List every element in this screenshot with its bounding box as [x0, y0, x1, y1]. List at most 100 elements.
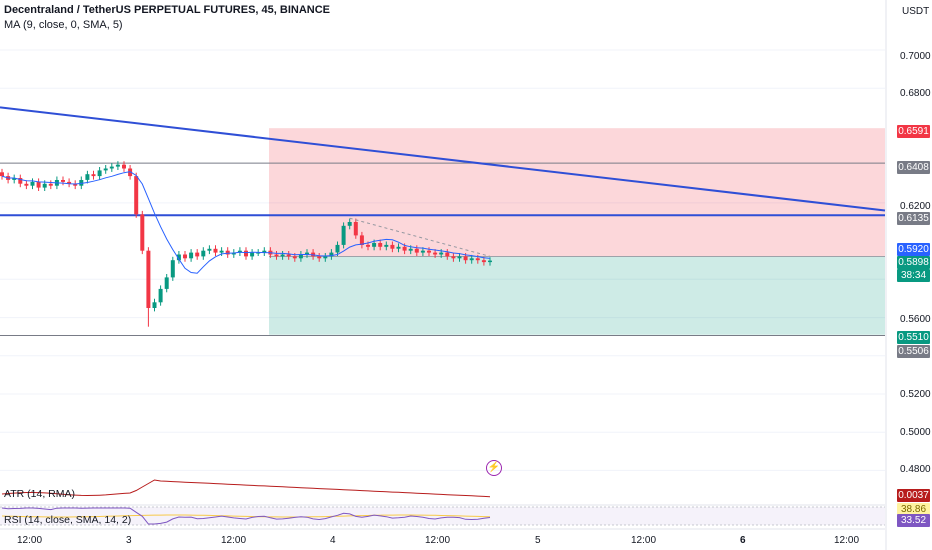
candle-body [469, 258, 474, 261]
time-label: 12:00 [631, 535, 657, 546]
stop-price-tag: 0.6591 [897, 125, 930, 138]
ma-path [1, 171, 491, 274]
candle-body [408, 248, 413, 251]
candle-body [244, 250, 248, 257]
ma-line [1, 171, 491, 274]
candle-body [176, 254, 181, 261]
candle-body [237, 250, 242, 253]
time-label: 12:00 [221, 535, 247, 546]
flash-icon[interactable]: ⚡ [486, 460, 502, 476]
rsi-value-tag: 33.52 [897, 514, 930, 527]
candle-body [158, 288, 163, 303]
rsi-label[interactable]: RSI (14, close, SMA, 14, 2) [4, 514, 132, 526]
price-tick: 0.7000 [900, 51, 931, 62]
descending-trendline [0, 106, 886, 212]
candle-body [372, 243, 377, 247]
target-zone [269, 256, 885, 335]
candle-body [402, 246, 407, 251]
resistance-tag: 0.6135 [897, 212, 930, 225]
projection-line [349, 217, 491, 257]
time-label: 12:00 [17, 535, 43, 546]
candle-body [213, 248, 218, 253]
candle-body [67, 181, 72, 184]
candle-body [433, 252, 438, 255]
rsi-ma-tag: 38.86 [897, 503, 930, 516]
horizontal-levels[interactable] [0, 162, 885, 337]
atr-path [1, 479, 491, 498]
level-bottom-tag: 0.5506 [897, 345, 930, 358]
candle-body [384, 244, 389, 247]
price-tick: 0.6200 [900, 201, 931, 212]
rsi-pane [0, 506, 885, 526]
candle-body [390, 244, 395, 249]
price-tick: 0.4800 [900, 464, 931, 475]
candle-body [140, 214, 145, 251]
candle-body [445, 252, 450, 257]
candle-body [30, 181, 35, 186]
time-label: 3 [126, 535, 132, 546]
level-top-tag: 0.6408 [897, 161, 930, 174]
candle-body [347, 222, 352, 226]
candle-body [427, 250, 431, 253]
candle-body [207, 248, 212, 251]
ma-legend[interactable]: MA (9, close, 0, SMA, 5) [4, 19, 123, 31]
candle-body [366, 244, 370, 247]
candle-body [274, 254, 279, 257]
time-label: 12:00 [834, 535, 860, 546]
candle-body [231, 252, 236, 255]
position-zones[interactable] [269, 128, 885, 335]
atr-pane [0, 479, 885, 506]
candle-body [317, 256, 322, 259]
symbol-legend[interactable]: Decentraland / TetherUS PERPETUAL FUTURE… [4, 4, 330, 16]
candle-body [292, 256, 297, 259]
entry-price-tag: 0.5920 [897, 243, 930, 256]
candle-body [353, 222, 358, 236]
candle-body [335, 244, 340, 253]
candle-body [280, 254, 285, 257]
candle-body [42, 183, 47, 188]
candle-body [73, 183, 78, 186]
rsi-ma-path [1, 514, 491, 518]
candle-body [24, 183, 29, 186]
candle-body [475, 258, 480, 261]
candle-body [256, 252, 261, 254]
time-label: 5 [535, 535, 541, 546]
candle-body [329, 252, 334, 257]
candle-body [170, 260, 175, 278]
candle-body [122, 164, 126, 169]
candle-body [103, 168, 108, 171]
price-tick: 0.6800 [900, 88, 931, 99]
candle-body [414, 248, 419, 253]
countdown-tag: 38:34 [897, 269, 930, 282]
price-tick: 0.5200 [900, 389, 931, 400]
target-price-tag: 0.5510 [897, 331, 930, 344]
currency-label: USDT [902, 6, 930, 17]
candle-body [109, 166, 114, 169]
candle-body [305, 252, 309, 255]
time-label: 4 [330, 535, 336, 546]
last-price-tag: 0.5898 [897, 256, 930, 269]
time-label: 6 [740, 535, 746, 546]
atr-label[interactable]: ATR (14, RMA) [4, 488, 75, 500]
candle-body [12, 178, 17, 180]
candle-body [85, 174, 90, 180]
candle-body [359, 235, 364, 245]
candle-body [152, 302, 157, 308]
candle-body [97, 170, 102, 177]
candle-body [396, 246, 401, 249]
candle-body [115, 164, 120, 167]
atr-value-tag: 0.0037 [897, 489, 930, 502]
candle-body [439, 252, 444, 255]
candle-body [0, 172, 4, 177]
candle-body [61, 180, 65, 182]
candle-body [79, 180, 84, 186]
price-tick: 0.5000 [900, 427, 931, 438]
candle-body [134, 176, 139, 215]
candle-body [286, 254, 291, 257]
stop-zone [269, 128, 885, 257]
candle-body [164, 277, 169, 289]
candle-body [225, 250, 230, 255]
trendline[interactable] [0, 106, 886, 212]
candle-body [146, 250, 151, 308]
